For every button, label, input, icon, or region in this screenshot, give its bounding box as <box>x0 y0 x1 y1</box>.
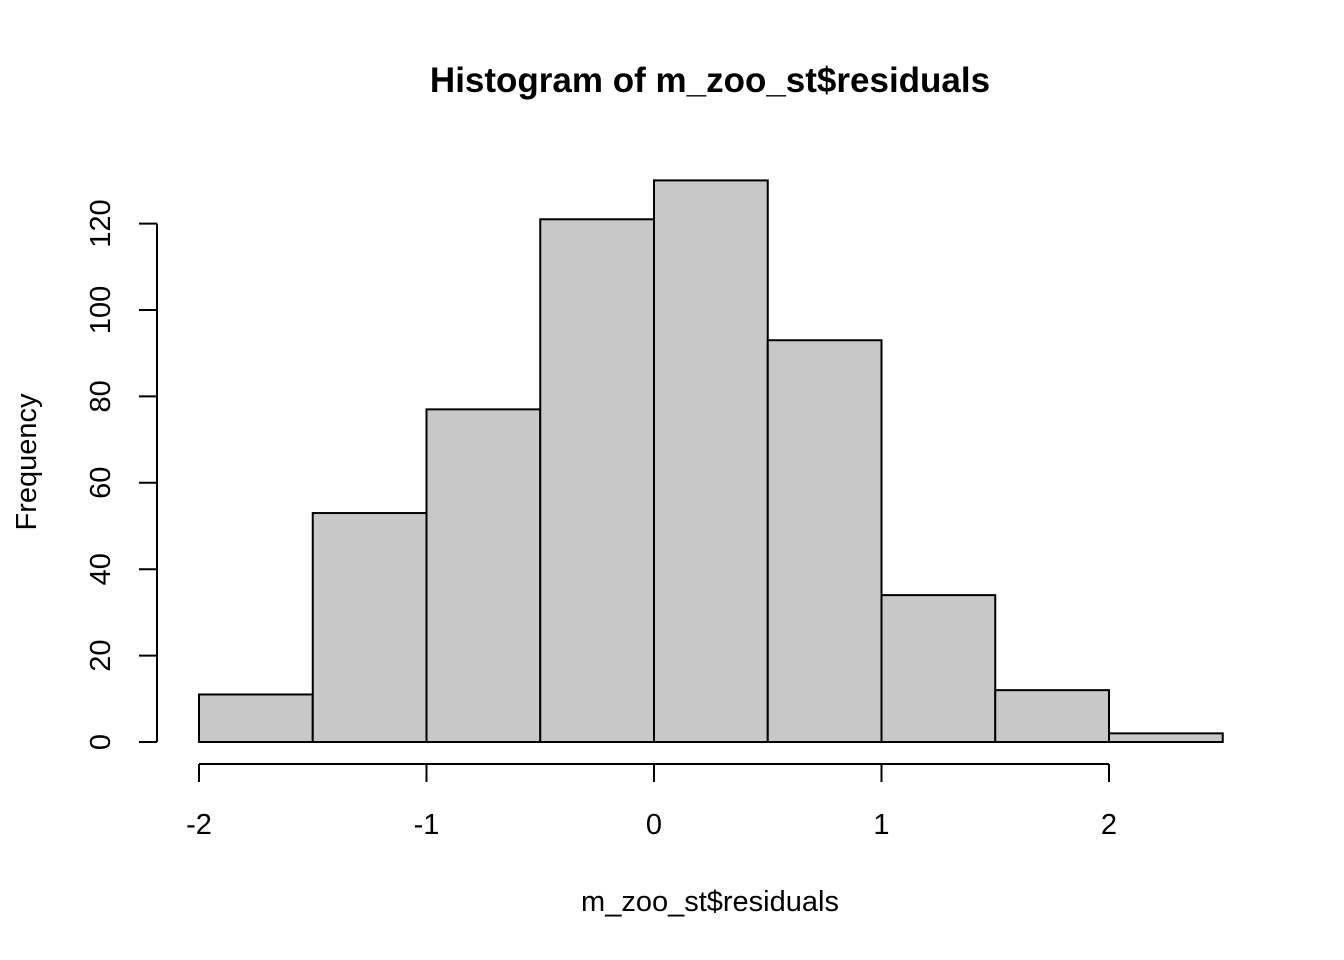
histogram-bar <box>653 179 769 743</box>
x-tick-label: 2 <box>1101 809 1117 841</box>
y-tick-label: 120 <box>85 199 117 247</box>
y-tick-label: 60 <box>85 467 117 499</box>
histogram-bar <box>766 339 883 743</box>
histogram-bar <box>539 218 655 743</box>
histogram-bar <box>880 594 997 743</box>
x-tick-label: -1 <box>414 809 440 841</box>
x-tick-label: 1 <box>873 809 889 841</box>
x-tick-label: -2 <box>186 809 212 841</box>
y-tick-label: 80 <box>85 380 117 412</box>
histogram-bar <box>311 512 428 743</box>
chart-title: Histogram of m_zoo_st$residuals <box>430 61 990 100</box>
y-tick-label: 0 <box>85 734 117 750</box>
y-tick-label: 100 <box>85 286 117 334</box>
x-tick-label: 0 <box>646 809 662 841</box>
histogram-bar <box>425 408 542 743</box>
histogram-bars <box>198 179 1224 743</box>
histogram-bar <box>994 689 1110 743</box>
y-axis: 0 20 40 60 80 100 120 <box>85 199 158 750</box>
x-axis-label: m_zoo_st$residuals <box>581 886 839 918</box>
y-axis-label: Frequency <box>11 393 43 531</box>
histogram-bar <box>198 693 314 743</box>
histogram-bar <box>1108 732 1224 743</box>
y-tick-label: 40 <box>85 553 117 585</box>
y-tick-label: 20 <box>85 639 117 671</box>
x-axis: -2 -1 0 1 2 <box>186 763 1117 841</box>
